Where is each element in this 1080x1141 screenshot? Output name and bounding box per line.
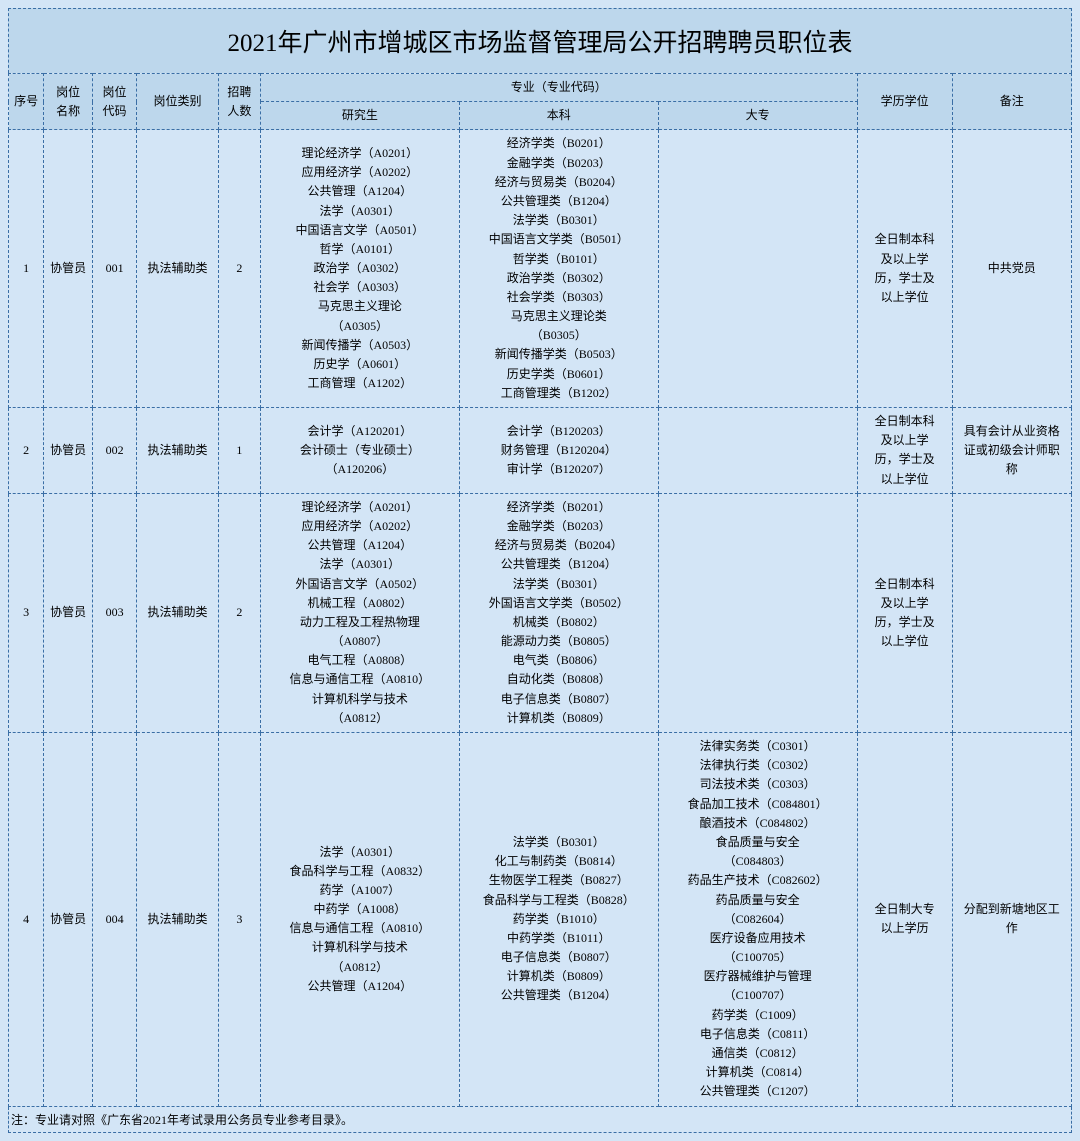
header-category: 岗位类别 [137,74,219,130]
cell-count: 2 [218,493,260,732]
cell-position-code: 003 [92,493,136,732]
cell-position-name: 协管员 [44,493,93,732]
cell-undergrad: 经济学类（B0201） 金融学类（B0203） 经济与贸易类（B0204） 公共… [459,493,658,732]
cell-note: 分配到新塘地区工 作 [952,733,1071,1107]
header-position-name: 岗位 名称 [44,74,93,130]
cell-category: 执法辅助类 [137,408,219,494]
cell-education: 全日制本科 及以上学 历，学士及 以上学位 [857,130,952,408]
cell-junior [658,408,857,494]
header-count: 招聘 人数 [218,74,260,130]
cell-education: 全日制大专 以上学历 [857,733,952,1107]
cell-category: 执法辅助类 [137,733,219,1107]
cell-count: 1 [218,408,260,494]
cell-education: 全日制本科 及以上学 历，学士及 以上学位 [857,493,952,732]
table-row: 3协管员003执法辅助类2理论经济学（A0201） 应用经济学（A0202） 公… [9,493,1072,732]
table-row: 2协管员002执法辅助类1会计学（A120201） 会计硕士（专业硕士） （A1… [9,408,1072,494]
cell-grad: 会计学（A120201） 会计硕士（专业硕士） （A120206） [260,408,459,494]
cell-category: 执法辅助类 [137,493,219,732]
cell-education: 全日制本科 及以上学 历，学士及 以上学位 [857,408,952,494]
cell-note: 具有会计从业资格 证或初级会计师职 称 [952,408,1071,494]
cell-category: 执法辅助类 [137,130,219,408]
cell-position-code: 002 [92,408,136,494]
cell-seq: 3 [9,493,44,732]
cell-position-code: 004 [92,733,136,1107]
positions-table: 序号 岗位 名称 岗位 代码 岗位类别 招聘 人数 专业（专业代码） 学历学位 … [8,73,1072,1107]
header-education: 学历学位 [857,74,952,130]
cell-count: 2 [218,130,260,408]
cell-undergrad: 会计学（B120203） 财务管理（B120204） 审计学（B120207） [459,408,658,494]
cell-junior: 法律实务类（C0301） 法律执行类（C0302） 司法技术类（C0303） 食… [658,733,857,1107]
cell-note [952,493,1071,732]
cell-undergrad: 法学类（B0301） 化工与制药类（B0814） 生物医学工程类（B0827） … [459,733,658,1107]
header-junior: 大专 [658,102,857,130]
cell-undergrad: 经济学类（B0201） 金融学类（B0203） 经济与贸易类（B0204） 公共… [459,130,658,408]
cell-junior [658,493,857,732]
cell-position-code: 001 [92,130,136,408]
cell-grad: 理论经济学（A0201） 应用经济学（A0202） 公共管理（A1204） 法学… [260,493,459,732]
header-note: 备注 [952,74,1071,130]
cell-count: 3 [218,733,260,1107]
header-position-code: 岗位 代码 [92,74,136,130]
cell-grad: 理论经济学（A0201） 应用经济学（A0202） 公共管理（A1204） 法学… [260,130,459,408]
cell-note: 中共党员 [952,130,1071,408]
cell-seq: 4 [9,733,44,1107]
header-major-group: 专业（专业代码） [260,74,857,102]
cell-position-name: 协管员 [44,408,93,494]
page-title: 2021年广州市增城区市场监督管理局公开招聘聘员职位表 [8,8,1072,73]
cell-seq: 2 [9,408,44,494]
header-grad: 研究生 [260,102,459,130]
footnote: 注：专业请对照《广东省2021年考试录用公务员专业参考目录》。 [8,1107,1072,1133]
header-undergrad: 本科 [459,102,658,130]
table-row: 4协管员004执法辅助类3法学（A0301） 食品科学与工程（A0832） 药学… [9,733,1072,1107]
cell-junior [658,130,857,408]
cell-seq: 1 [9,130,44,408]
cell-position-name: 协管员 [44,733,93,1107]
header-seq: 序号 [9,74,44,130]
cell-position-name: 协管员 [44,130,93,408]
cell-grad: 法学（A0301） 食品科学与工程（A0832） 药学（A1007） 中药学（A… [260,733,459,1107]
table-row: 1协管员001执法辅助类2理论经济学（A0201） 应用经济学（A0202） 公… [9,130,1072,408]
